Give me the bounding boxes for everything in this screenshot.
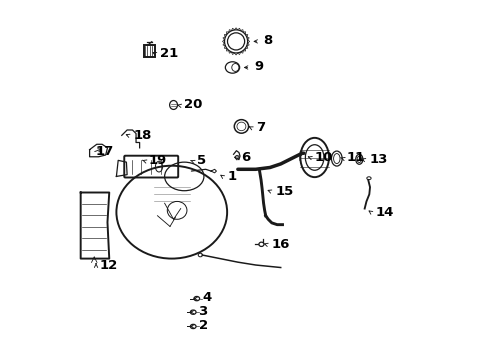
Text: 17: 17 bbox=[96, 145, 114, 158]
Text: 18: 18 bbox=[134, 129, 152, 142]
Text: 11: 11 bbox=[347, 151, 365, 165]
Text: 12: 12 bbox=[99, 259, 118, 272]
Text: 14: 14 bbox=[375, 206, 394, 219]
Text: 10: 10 bbox=[315, 150, 333, 164]
Text: 3: 3 bbox=[198, 305, 208, 318]
Text: 7: 7 bbox=[256, 121, 265, 134]
Text: 15: 15 bbox=[275, 185, 294, 198]
Text: 19: 19 bbox=[148, 154, 167, 167]
Text: 6: 6 bbox=[242, 151, 251, 165]
Text: 16: 16 bbox=[272, 238, 290, 251]
Text: 21: 21 bbox=[160, 47, 178, 60]
Text: 5: 5 bbox=[197, 154, 206, 167]
Text: 2: 2 bbox=[198, 319, 208, 332]
Text: 9: 9 bbox=[254, 60, 263, 73]
Text: 20: 20 bbox=[184, 99, 203, 112]
Text: 4: 4 bbox=[202, 291, 211, 305]
Text: 8: 8 bbox=[263, 34, 272, 47]
Text: 13: 13 bbox=[369, 153, 388, 166]
Text: 1: 1 bbox=[227, 170, 236, 183]
